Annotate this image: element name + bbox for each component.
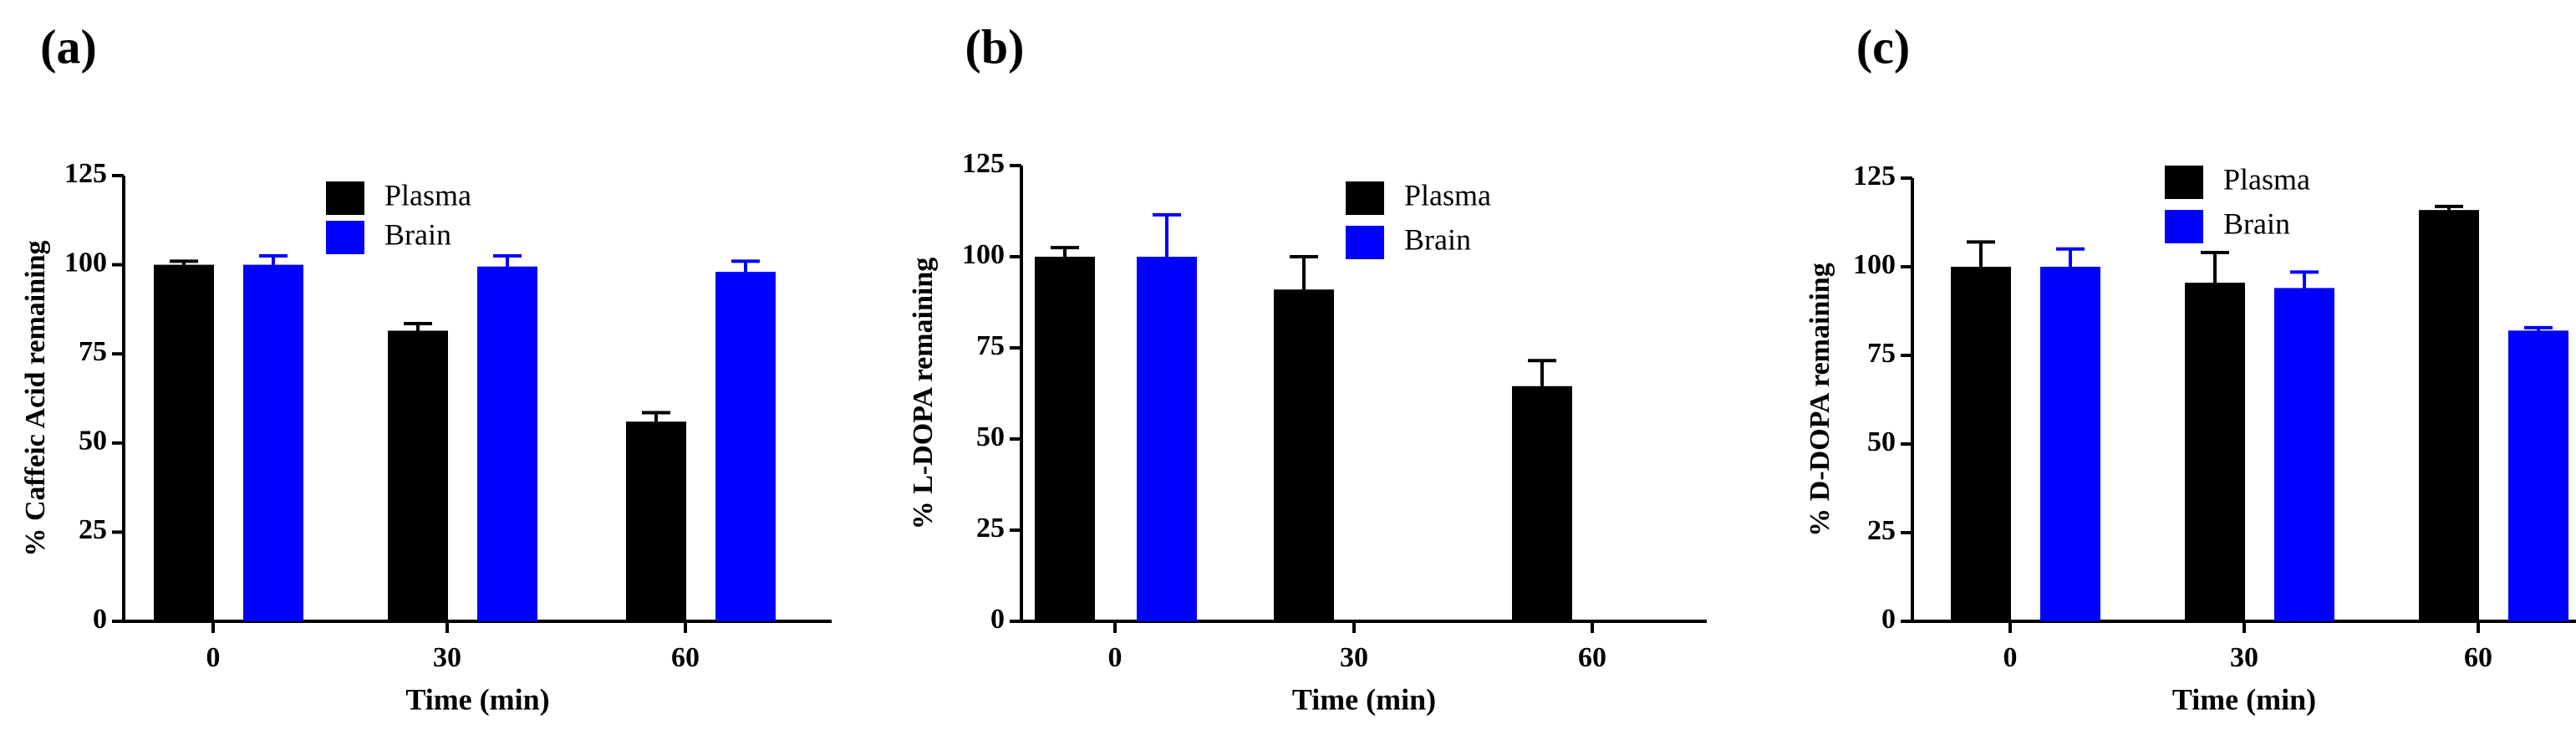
y-tick-label: 75 — [79, 336, 107, 367]
x-tick-label: 30 — [433, 642, 461, 673]
legend-swatch-brain — [1346, 226, 1384, 259]
bar-plasma-30 — [2185, 283, 2245, 621]
bar-plasma-60 — [1512, 385, 1572, 621]
y-tick-label: 125 — [64, 158, 107, 189]
legend-label-brain: Brain — [384, 217, 451, 251]
legend-swatch-brain — [2165, 210, 2203, 243]
y-tick-label: 0 — [990, 604, 1005, 635]
bar-brain-30 — [477, 266, 537, 621]
panel-label: (c) — [1856, 19, 1910, 74]
y-tick-label: 0 — [1881, 604, 1896, 635]
bar-plasma-30 — [388, 330, 448, 621]
bar-brain-0 — [2040, 267, 2100, 621]
bar-brain-60 — [715, 272, 776, 621]
bar-brain-30 — [2274, 288, 2334, 621]
panel-label: (b) — [965, 19, 1025, 74]
panel-label: (a) — [40, 19, 97, 74]
x-axis-title: Time (min) — [2172, 682, 2316, 716]
y-axis-title: % L-DOPA remaining — [908, 258, 939, 530]
bar-plasma-60 — [2419, 210, 2479, 621]
legend-swatch-plasma — [1346, 181, 1384, 215]
x-tick-label: 30 — [1340, 642, 1368, 673]
bar-brain-0 — [1137, 257, 1197, 621]
chart-panel-c: (c) 0 25 50 75 100 125 0 30 60 Time (min) % D-DOPA … — [1805, 19, 2576, 716]
y-tick-label: 100 — [64, 247, 107, 278]
legend-swatch-brain — [326, 221, 364, 254]
y-tick-label: 50 — [79, 426, 107, 457]
legend-label-brain: Brain — [2223, 207, 2290, 240]
bar-brain-0 — [243, 264, 303, 621]
x-tick-label: 0 — [2003, 642, 2018, 673]
y-tick-label: 75 — [976, 330, 1005, 361]
legend-label-plasma: Plasma — [2223, 162, 2310, 196]
y-tick-label: 125 — [1853, 161, 1896, 191]
x-tick-label: 30 — [2230, 642, 2258, 673]
x-tick-label: 60 — [671, 642, 700, 673]
chart-panel-b: (b) 0 25 50 75 100 125 0 30 60 Time (min) % L-DOPA … — [908, 19, 1707, 716]
y-tick-label: 0 — [93, 604, 107, 635]
y-tick-label: 100 — [1853, 249, 1896, 280]
legend-label-plasma: Plasma — [384, 178, 471, 212]
legend-swatch-plasma — [2165, 166, 2203, 199]
y-tick-label: 50 — [976, 421, 1005, 452]
legend-swatch-plasma — [326, 181, 364, 215]
bar-plasma-30 — [1274, 289, 1334, 621]
y-tick-label: 50 — [1867, 426, 1896, 457]
x-tick-label: 60 — [1578, 642, 1606, 673]
y-tick-label: 75 — [1867, 338, 1896, 369]
y-tick-label: 125 — [962, 148, 1005, 179]
x-axis-title: Time (min) — [1292, 682, 1436, 716]
x-tick-label: 0 — [1108, 642, 1123, 673]
bar-plasma-60 — [626, 421, 686, 621]
y-tick-label: 25 — [79, 514, 107, 545]
x-tick-label: 0 — [206, 642, 221, 673]
x-axis-title: Time (min) — [405, 682, 549, 716]
y-tick-label: 25 — [1867, 515, 1896, 546]
y-axis-title: % D-DOPA remaining — [1805, 263, 1835, 536]
legend-label-plasma: Plasma — [1404, 178, 1491, 212]
bar-plasma-0 — [1951, 267, 2011, 621]
legend-label-brain: Brain — [1404, 222, 1471, 256]
bar-plasma-0 — [1035, 257, 1095, 621]
bar-brain-60 — [2508, 330, 2568, 621]
y-axis-title: % Caffeic Acid remaining — [20, 240, 51, 556]
bar-plasma-0 — [154, 264, 214, 621]
y-tick-label: 25 — [976, 513, 1005, 544]
x-tick-label: 60 — [2464, 642, 2492, 673]
y-tick-label: 100 — [962, 239, 1005, 270]
chart-panel-a: (a) 0 25 50 75 100 125 0 30 60 Time (min) % Caffeic… — [20, 19, 832, 716]
